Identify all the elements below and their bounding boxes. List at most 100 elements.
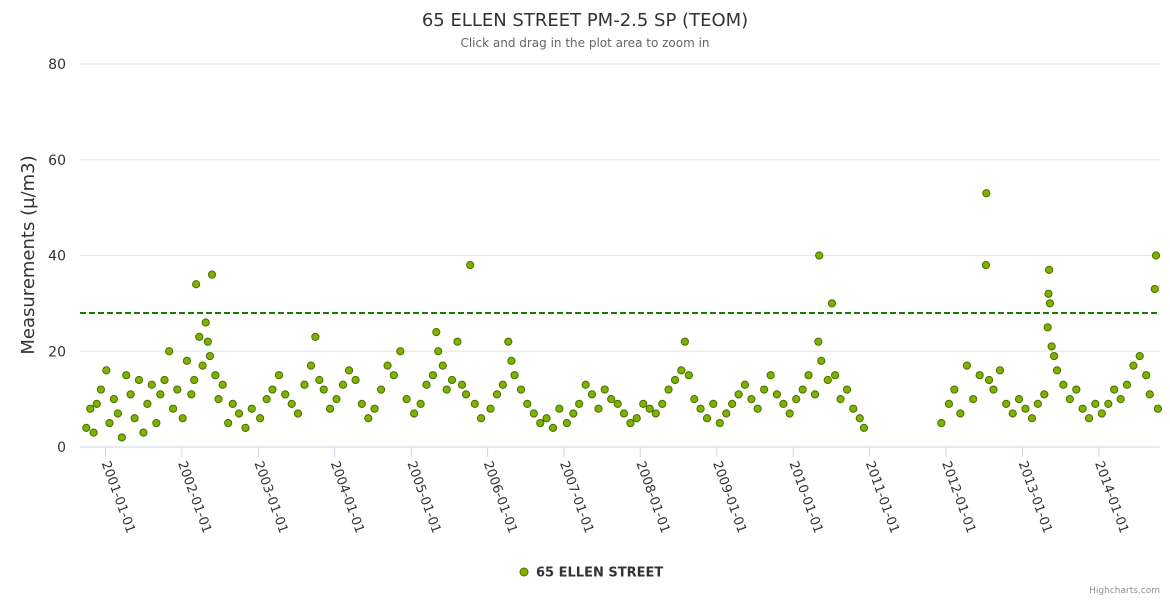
data-point[interactable]: [944, 399, 954, 409]
data-point[interactable]: [684, 371, 693, 380]
data-point[interactable]: [201, 318, 210, 327]
legend[interactable]: 65 ELLEN STREET: [519, 566, 663, 581]
data-point[interactable]: [1065, 395, 1074, 404]
data-point[interactable]: [747, 395, 756, 404]
data-point[interactable]: [1078, 404, 1087, 413]
data-point[interactable]: [709, 399, 718, 409]
data-point[interactable]: [122, 371, 131, 380]
data-point[interactable]: [1104, 399, 1113, 409]
data-point[interactable]: [461, 390, 471, 399]
data-point[interactable]: [575, 399, 584, 409]
data-point[interactable]: [969, 395, 978, 404]
data-point[interactable]: [1122, 380, 1132, 389]
data-point[interactable]: [498, 380, 507, 389]
data-point[interactable]: [830, 371, 840, 380]
data-point[interactable]: [836, 395, 845, 404]
data-point[interactable]: [696, 404, 705, 413]
data-point[interactable]: [1027, 414, 1037, 423]
data-point[interactable]: [113, 409, 122, 418]
data-point[interactable]: [516, 385, 526, 394]
legend-marker[interactable]: [519, 567, 529, 577]
data-point[interactable]: [457, 380, 467, 389]
data-point[interactable]: [165, 347, 174, 356]
data-point[interactable]: [664, 385, 673, 394]
data-point[interactable]: [859, 423, 869, 432]
data-point[interactable]: [982, 189, 991, 198]
data-point[interactable]: [645, 404, 654, 413]
data-point[interactable]: [855, 414, 864, 423]
data-point[interactable]: [1091, 399, 1100, 409]
data-point[interactable]: [438, 361, 447, 370]
data-point[interactable]: [192, 280, 201, 289]
data-point[interactable]: [1142, 371, 1151, 380]
data-point[interactable]: [1047, 342, 1056, 351]
data-point[interactable]: [1014, 395, 1024, 404]
data-point[interactable]: [1050, 351, 1059, 361]
data-point[interactable]: [510, 371, 519, 380]
data-point[interactable]: [722, 409, 731, 418]
data-point[interactable]: [410, 409, 419, 418]
data-point[interactable]: [658, 399, 667, 409]
data-point[interactable]: [1044, 289, 1053, 298]
data-point[interactable]: [785, 409, 794, 418]
data-point[interactable]: [198, 361, 207, 370]
data-point[interactable]: [262, 395, 271, 404]
data-point[interactable]: [224, 418, 233, 428]
data-point[interactable]: [211, 371, 220, 380]
data-point[interactable]: [338, 380, 348, 389]
data-point[interactable]: [989, 385, 998, 394]
data-point[interactable]: [134, 375, 144, 385]
data-point[interactable]: [147, 380, 156, 389]
data-point[interactable]: [281, 390, 290, 399]
data-point[interactable]: [715, 418, 724, 428]
data-point[interactable]: [293, 409, 303, 418]
data-point[interactable]: [1153, 404, 1163, 413]
data-point[interactable]: [156, 390, 165, 399]
data-point[interactable]: [160, 375, 169, 385]
data-point[interactable]: [1052, 366, 1062, 375]
data-point[interactable]: [594, 404, 603, 413]
data-point[interactable]: [173, 385, 182, 394]
data-point[interactable]: [1084, 414, 1094, 423]
data-point[interactable]: [1045, 299, 1055, 308]
data-point[interactable]: [139, 428, 148, 437]
data-point[interactable]: [690, 395, 699, 404]
data-point[interactable]: [306, 361, 316, 370]
data-point[interactable]: [357, 399, 366, 409]
data-point[interactable]: [396, 347, 405, 356]
data-point[interactable]: [581, 380, 590, 389]
data-point[interactable]: [981, 260, 991, 270]
data-point[interactable]: [228, 399, 237, 409]
data-point[interactable]: [740, 380, 750, 389]
data-point[interactable]: [268, 385, 277, 394]
data-point[interactable]: [169, 404, 178, 413]
data-point[interactable]: [190, 375, 199, 385]
data-point[interactable]: [344, 366, 354, 375]
data-point[interactable]: [105, 418, 114, 428]
data-point[interactable]: [753, 404, 762, 413]
data-point[interactable]: [376, 385, 386, 394]
data-point[interactable]: [434, 347, 443, 356]
data-point[interactable]: [234, 409, 244, 418]
data-point[interactable]: [766, 371, 775, 380]
data-point[interactable]: [143, 399, 152, 409]
data-point[interactable]: [92, 399, 101, 409]
data-point[interactable]: [815, 251, 824, 260]
data-point[interactable]: [529, 409, 538, 418]
data-point[interactable]: [182, 356, 192, 365]
data-point[interactable]: [364, 414, 373, 423]
data-point[interactable]: [247, 404, 256, 413]
data-point[interactable]: [670, 375, 680, 385]
data-point[interactable]: [1150, 284, 1159, 294]
data-point[interactable]: [677, 366, 686, 375]
data-point[interactable]: [1110, 385, 1119, 394]
data-point[interactable]: [432, 328, 441, 337]
data-point[interactable]: [486, 404, 495, 413]
data-point[interactable]: [542, 414, 551, 423]
data-point[interactable]: [492, 390, 502, 399]
data-point[interactable]: [214, 395, 223, 404]
data-point[interactable]: [126, 390, 135, 399]
data-point[interactable]: [1072, 385, 1081, 394]
data-point[interactable]: [89, 428, 98, 437]
data-point[interactable]: [823, 375, 832, 385]
